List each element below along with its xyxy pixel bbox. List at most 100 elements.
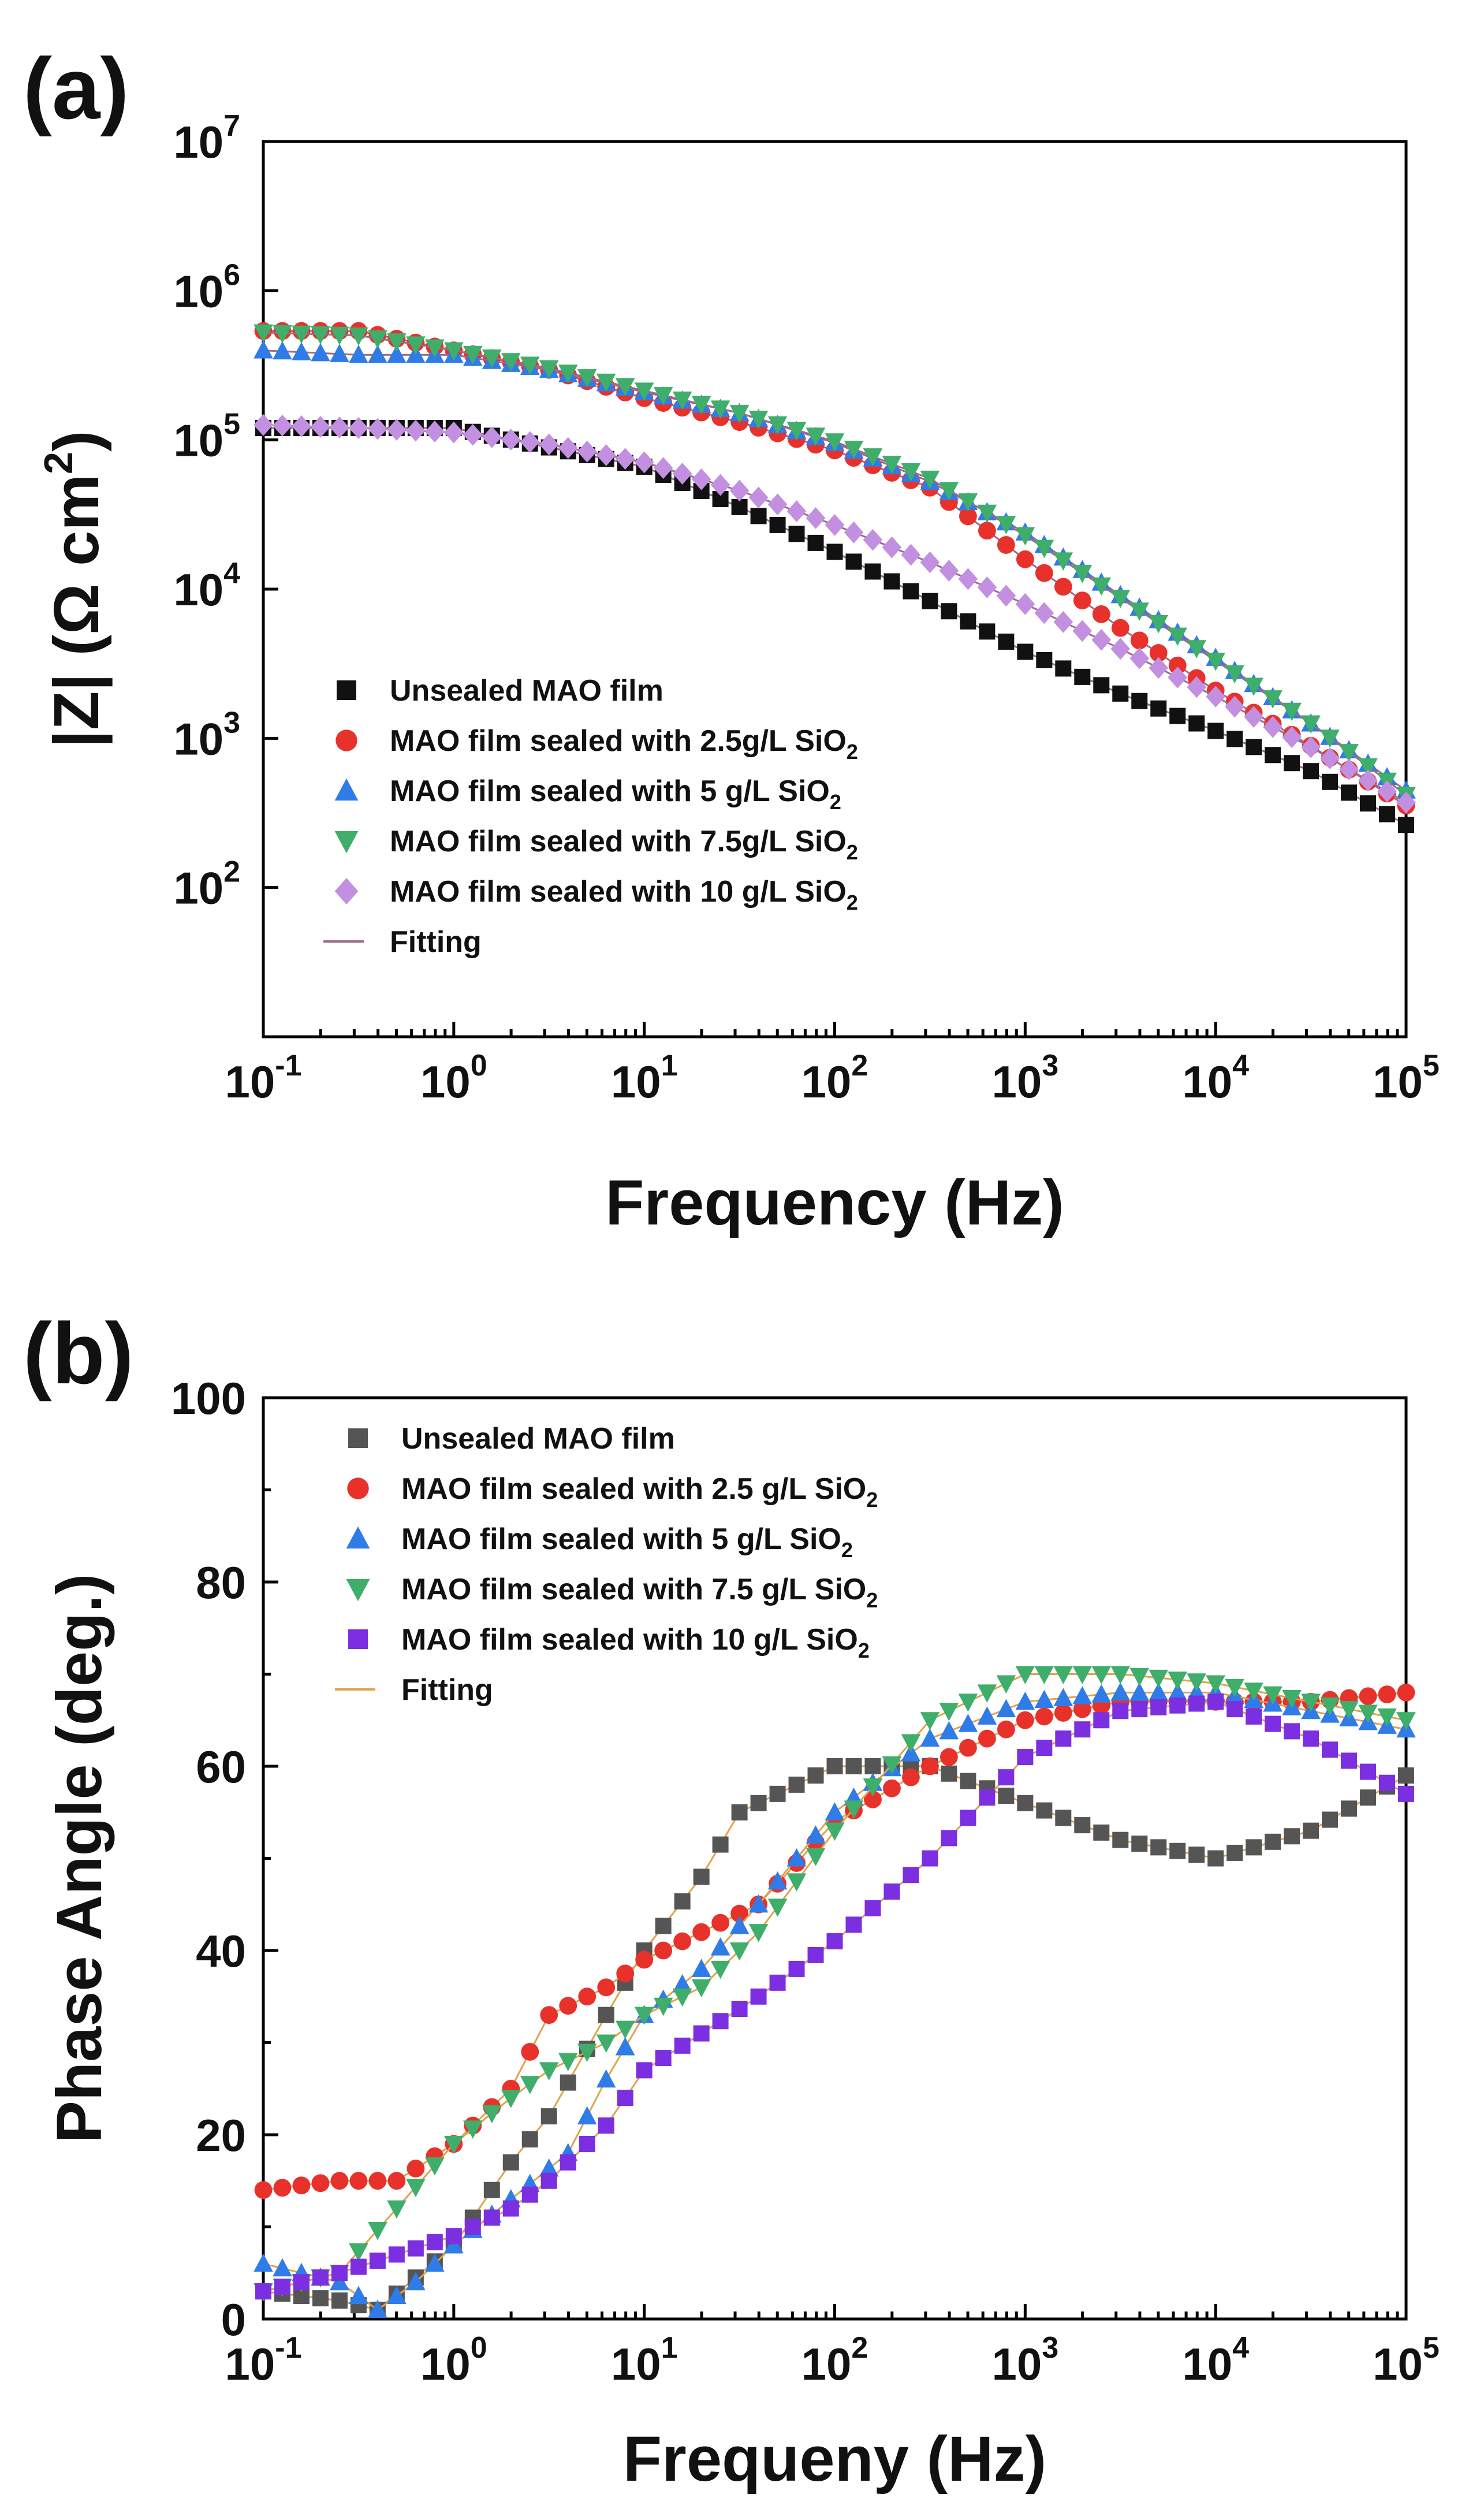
data-point <box>977 1706 997 1725</box>
data-point <box>273 2179 292 2197</box>
data-point <box>311 2174 330 2193</box>
data-point <box>750 1795 767 1811</box>
data-point <box>959 1739 977 1757</box>
data-point <box>1149 1682 1169 1701</box>
data-point <box>693 1868 710 1885</box>
data-point <box>1169 708 1186 724</box>
data-point <box>1188 1847 1205 1863</box>
data-point <box>977 576 997 598</box>
data-point <box>1072 1666 1093 1684</box>
data-point <box>672 1988 692 2007</box>
data-point <box>977 1684 997 1703</box>
data-point <box>445 2228 462 2244</box>
legend: Unsealed MAO film MAO film sealed with 2.… <box>323 674 858 959</box>
data-point <box>1110 1682 1131 1701</box>
data-point <box>1206 1675 1225 1693</box>
data-point <box>748 410 769 429</box>
data-point <box>1131 1835 1148 1852</box>
data-point <box>960 1810 976 1826</box>
data-point <box>807 1946 824 1963</box>
data-point <box>939 482 959 500</box>
data-point <box>1129 1667 1150 1687</box>
data-point <box>1188 1695 1205 1712</box>
data-point <box>559 1997 577 2015</box>
data-point <box>1169 1842 1186 1859</box>
data-point <box>1168 1672 1187 1690</box>
data-point <box>922 1850 938 1867</box>
x-tick-label: 10-1 <box>225 2331 301 2389</box>
data-point <box>1360 1763 1377 1780</box>
data-point <box>1396 791 1416 814</box>
data-point <box>1091 628 1112 651</box>
data-point <box>1131 1701 1148 1718</box>
data-point <box>1359 1687 1377 1706</box>
data-point <box>273 414 292 437</box>
data-point <box>729 1915 750 1934</box>
x-tick-label: 105 <box>1373 1049 1440 1107</box>
data-point <box>540 2006 558 2024</box>
legend-item: MAO film sealed with 7.5 g/L SiO2 <box>346 1573 878 1612</box>
data-point <box>1169 1697 1186 1714</box>
data-point <box>1207 1693 1224 1710</box>
data-point <box>407 2160 425 2177</box>
data-point <box>788 1960 805 1977</box>
data-point <box>1227 1844 1243 1861</box>
data-point <box>635 1951 654 1969</box>
legend-label: MAO film sealed with 10 g/L SiO2 <box>401 1623 870 1662</box>
data-point <box>1036 1740 1053 1756</box>
y-tick-label: 102 <box>173 855 240 914</box>
legend-label: Fitting <box>390 925 482 959</box>
data-point <box>387 2200 407 2219</box>
x-tick-label: 103 <box>991 1049 1058 1107</box>
data-point <box>693 2025 710 2042</box>
x-tick-label: 100 <box>420 2331 487 2389</box>
data-point <box>596 444 616 466</box>
data-point <box>997 1720 1015 1739</box>
data-point <box>1358 769 1378 792</box>
data-point <box>806 1825 826 1844</box>
data-point <box>1398 1767 1414 1784</box>
data-point <box>615 448 635 470</box>
data-point <box>958 1693 978 1712</box>
data-point <box>577 440 597 463</box>
data-point <box>712 2013 729 2030</box>
data-point <box>502 2154 519 2171</box>
data-point <box>1053 1688 1073 1706</box>
data-point <box>1303 1730 1319 1747</box>
data-point <box>1301 736 1321 758</box>
legend-marker <box>348 1428 368 1448</box>
y-tick-label: 105 <box>173 408 240 466</box>
data-point <box>1227 1701 1243 1718</box>
data-point <box>312 2290 329 2307</box>
data-point <box>1398 1785 1414 1802</box>
data-point <box>788 1776 805 1793</box>
data-point <box>806 507 826 529</box>
data-point <box>253 340 273 359</box>
data-point <box>520 2076 540 2094</box>
data-point <box>331 2265 348 2281</box>
data-point <box>1282 702 1302 721</box>
data-point <box>425 2157 445 2176</box>
data-point <box>558 437 578 459</box>
data-point <box>349 327 368 346</box>
data-point <box>501 353 521 371</box>
data-point <box>577 2043 597 2062</box>
data-point <box>883 573 900 590</box>
y-tick-label: 103 <box>173 706 240 764</box>
data-point <box>406 419 426 442</box>
data-point <box>255 2283 271 2300</box>
data-point <box>1225 1678 1244 1698</box>
legend-label: Unsealed MAO film <box>390 674 663 708</box>
legend-marker <box>335 729 357 751</box>
data-point <box>368 2221 387 2240</box>
legend-item: MAO film sealed with 5 g/L SiO2 <box>334 775 841 814</box>
data-point <box>521 2043 539 2061</box>
data-point <box>331 2292 348 2309</box>
data-point <box>825 514 845 536</box>
legend-item: MAO film sealed with 10 g/L SiO2 <box>334 875 858 914</box>
data-point <box>673 1932 692 1951</box>
data-point <box>1091 1684 1112 1703</box>
data-point <box>729 479 750 502</box>
data-point <box>1091 1666 1112 1684</box>
data-point <box>349 2243 368 2262</box>
